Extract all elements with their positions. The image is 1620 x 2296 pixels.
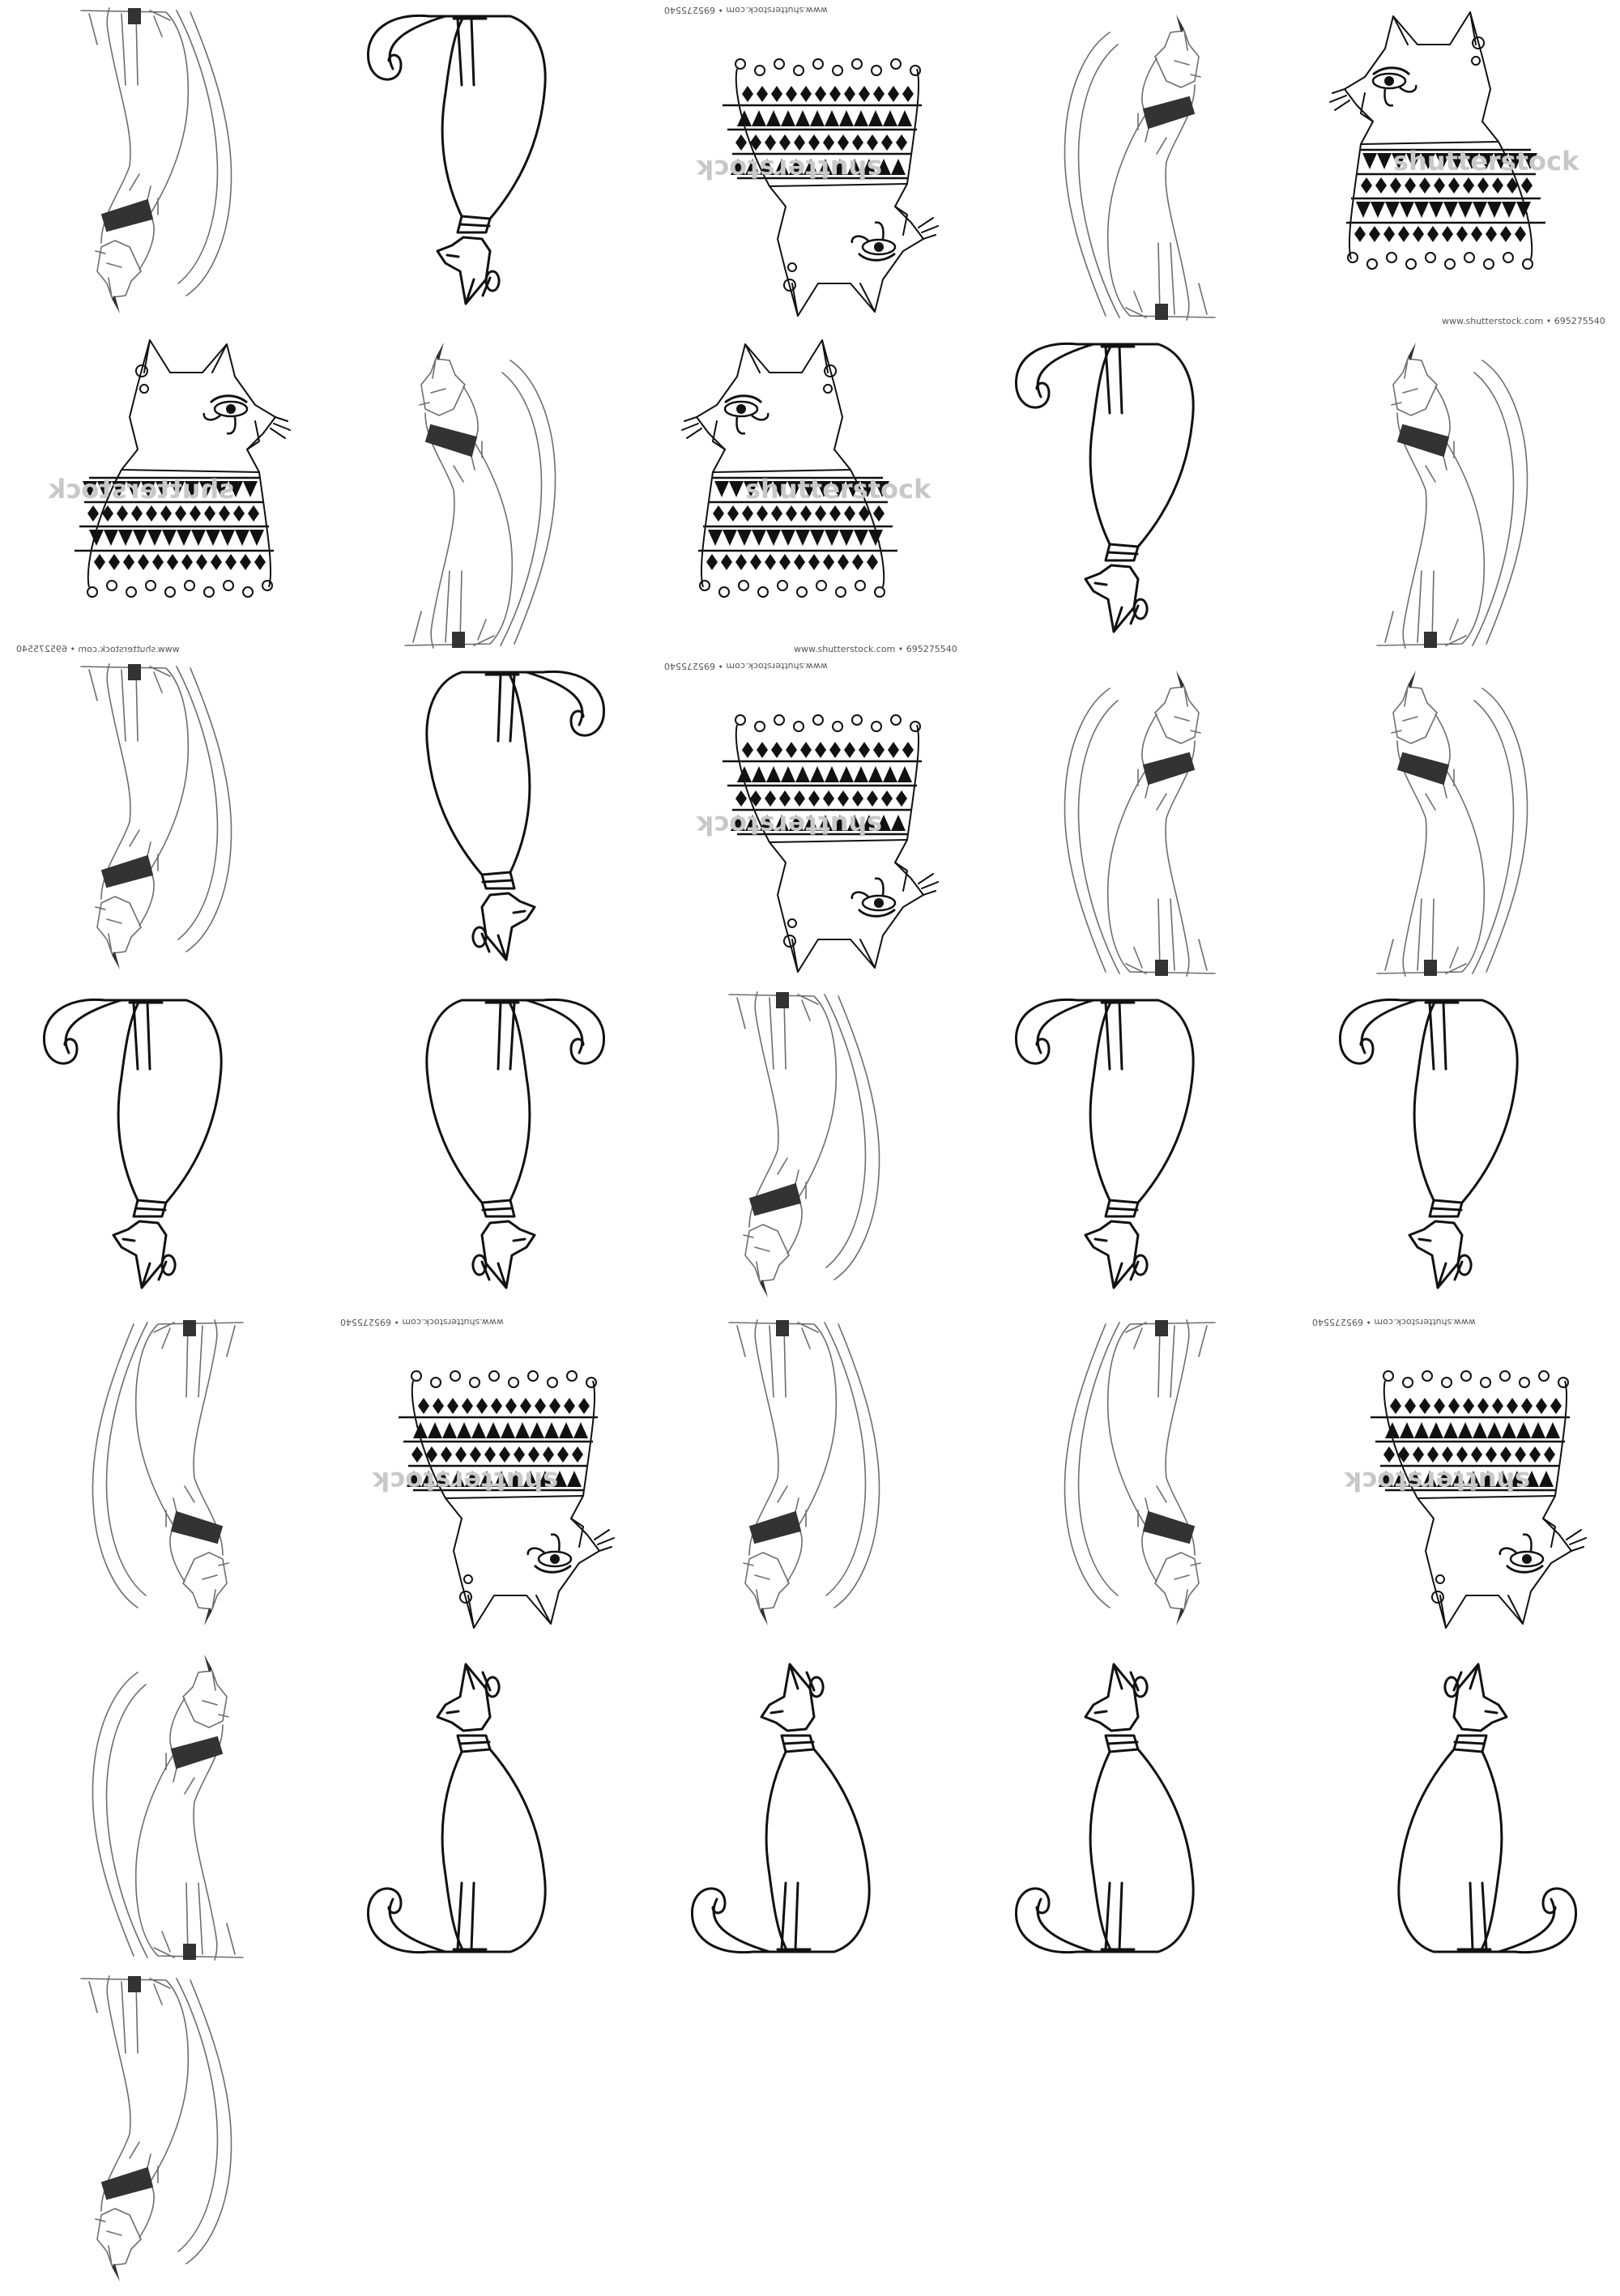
cat-tile-outline xyxy=(972,328,1296,656)
cat-tile-outline xyxy=(972,984,1296,1312)
cat-outline-illustration xyxy=(366,14,547,305)
cat-bust-illustration xyxy=(1329,11,1545,270)
cat-sketch-illustration xyxy=(92,1655,244,1961)
cat-tile-sketch xyxy=(0,656,324,984)
stock-caption: www.shutterstock.com • 695275540 xyxy=(1312,1317,1476,1327)
cat-tile-bust: shutterstock www.shutterstock.com • 69527… xyxy=(648,656,972,984)
cat-sketch-illustration xyxy=(92,1319,244,1625)
cat-bust-illustration xyxy=(75,339,291,598)
watermark: shutterstock xyxy=(697,810,883,841)
cat-tile-bust: shutterstock www.shutterstock.com • 69527… xyxy=(1296,0,1620,328)
cat-tile-sketch xyxy=(648,1312,972,1640)
cat-sketch-illustration xyxy=(1064,1319,1216,1625)
cat-sketch-illustration xyxy=(728,991,880,1297)
cat-bust-illustration xyxy=(399,1370,615,1629)
cat-tile-outline xyxy=(648,1640,972,1968)
cat-tile-outline xyxy=(0,984,324,1312)
cat-sketch-illustration xyxy=(404,343,556,649)
cat-sketch-illustration xyxy=(80,7,232,313)
cat-outline-illustration xyxy=(1338,998,1519,1289)
cat-tile-sketch xyxy=(1296,328,1620,656)
stock-caption: www.shutterstock.com • 695275540 xyxy=(664,5,828,15)
cat-sketch-illustration xyxy=(1064,671,1216,977)
stock-caption: www.shutterstock.com • 695275540 xyxy=(664,661,828,671)
cat-tile-sketch xyxy=(0,0,324,328)
cat-tile-outline xyxy=(972,1640,1296,1968)
cat-outline-illustration xyxy=(42,998,223,1289)
cat-outline-illustration xyxy=(1014,998,1195,1289)
cat-tile-sketch xyxy=(972,1312,1296,1640)
stock-caption: www.shutterstock.com • 695275540 xyxy=(1442,316,1605,326)
cat-outline-illustration xyxy=(1014,342,1195,633)
cat-sketch-illustration xyxy=(1064,15,1216,321)
cat-tile-outline xyxy=(1296,984,1620,1312)
cat-tile-outline xyxy=(324,0,648,328)
watermark: shutterstock xyxy=(745,474,932,505)
watermark: shutterstock xyxy=(697,154,883,185)
cat-bust-illustration xyxy=(681,339,897,598)
cat-sketch-illustration xyxy=(1376,343,1528,649)
stock-caption: www.shutterstock.com • 695275540 xyxy=(16,644,180,654)
cat-tile-outline xyxy=(324,984,648,1312)
cat-sketch-illustration xyxy=(80,1975,232,2281)
cat-tile-sketch xyxy=(0,1312,324,1640)
cat-sketch-illustration xyxy=(728,1319,880,1625)
cat-tile-outline xyxy=(1296,1640,1620,1968)
stock-caption: www.shutterstock.com • 695275540 xyxy=(794,644,957,654)
cat-tile-sketch xyxy=(1296,656,1620,984)
cat-tile-sketch xyxy=(324,328,648,656)
cat-outline-illustration xyxy=(425,998,606,1289)
cat-tile-outline xyxy=(324,656,648,984)
watermark: shutterstock xyxy=(1393,146,1580,177)
cat-sketch-illustration xyxy=(1376,671,1528,977)
cat-outline-illustration xyxy=(1397,1663,1578,1954)
cat-tile-sketch xyxy=(972,656,1296,984)
cat-tile-sketch xyxy=(648,984,972,1312)
cat-outline-illustration xyxy=(425,670,606,961)
watermark: shutterstock xyxy=(49,474,235,505)
cat-outline-illustration xyxy=(690,1663,871,1954)
cat-bust-illustration xyxy=(1371,1370,1587,1629)
cat-bust-illustration xyxy=(723,58,939,317)
cat-tile-outline xyxy=(324,1640,648,1968)
stock-caption: www.shutterstock.com • 695275540 xyxy=(340,1317,504,1327)
cat-tile-bust: shutterstock www.shutterstock.com • 69527… xyxy=(0,328,324,656)
cat-tile-bust: shutterstock www.shutterstock.com • 69527… xyxy=(1296,1312,1620,1640)
cat-sketch-illustration xyxy=(80,663,232,969)
watermark: shutterstock xyxy=(1345,1466,1531,1497)
cat-outline-illustration xyxy=(366,1663,547,1954)
cat-tile-sketch xyxy=(0,1968,324,2296)
cat-tile-bust: shutterstock www.shutterstock.com • 69527… xyxy=(648,328,972,656)
cat-tile-sketch xyxy=(972,0,1296,328)
cat-bust-illustration xyxy=(723,714,939,973)
cat-outline-illustration xyxy=(1014,1663,1195,1954)
cat-tile-bust: shutterstock www.shutterstock.com • 69527… xyxy=(324,1312,648,1640)
cat-tile-sketch xyxy=(0,1640,324,1968)
watermark: shutterstock xyxy=(373,1466,559,1497)
cat-tile-bust: shutterstock www.shutterstock.com • 69527… xyxy=(648,0,972,328)
